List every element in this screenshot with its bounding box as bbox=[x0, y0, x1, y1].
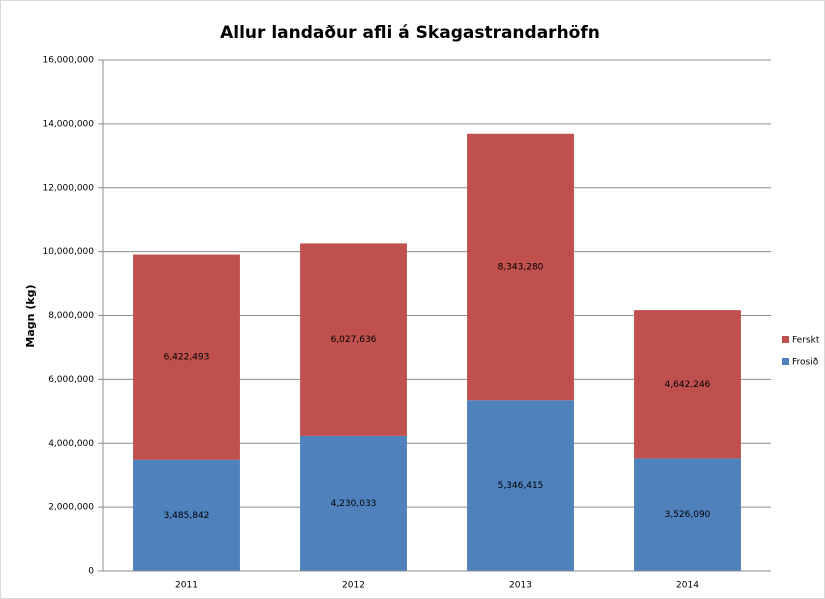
bar-segment bbox=[300, 435, 407, 571]
y-tick-label: 14,000,000 bbox=[42, 119, 94, 129]
y-tick-label: 4,000,000 bbox=[48, 439, 94, 449]
x-tick-label: 2013 bbox=[509, 581, 532, 591]
y-tick-label: 12,000,000 bbox=[42, 183, 94, 193]
y-tick-label: 16,000,000 bbox=[42, 56, 94, 66]
legend-swatch bbox=[782, 358, 789, 365]
chart-title: Allur landaður afli á Skagastrandarhöfn bbox=[220, 23, 600, 43]
x-tick-label: 2012 bbox=[342, 581, 365, 591]
y-tick-label: 6,000,000 bbox=[48, 375, 94, 385]
value-label: 8,343,280 bbox=[498, 263, 544, 273]
value-label: 4,230,033 bbox=[331, 499, 377, 509]
value-label: 3,485,842 bbox=[164, 511, 210, 521]
y-tick-label: 10,000,000 bbox=[42, 247, 94, 257]
bar-segment bbox=[467, 400, 574, 571]
value-label: 6,027,636 bbox=[331, 335, 377, 345]
value-label: 6,422,493 bbox=[164, 353, 210, 363]
value-label: 3,526,090 bbox=[665, 510, 711, 520]
y-tick-label: 0 bbox=[88, 567, 94, 577]
x-tick-label: 2011 bbox=[175, 581, 198, 591]
legend-label: Frosið bbox=[792, 358, 819, 368]
bar-segment bbox=[300, 243, 407, 436]
y-tick-label: 2,000,000 bbox=[48, 503, 94, 513]
bar-segment bbox=[634, 458, 741, 571]
value-label: 5,346,415 bbox=[498, 481, 544, 491]
bar-segment bbox=[467, 133, 574, 401]
y-axis-label: Magn (kg) bbox=[24, 284, 37, 347]
bar-segment bbox=[133, 459, 240, 571]
y-tick-label: 8,000,000 bbox=[48, 311, 94, 321]
legend-label: Ferskt bbox=[792, 336, 820, 346]
x-tick-label: 2014 bbox=[676, 581, 699, 591]
value-label: 4,642,246 bbox=[665, 380, 711, 390]
legend-swatch bbox=[782, 336, 789, 343]
bar-segment bbox=[133, 254, 240, 460]
bar-segment bbox=[634, 310, 741, 459]
